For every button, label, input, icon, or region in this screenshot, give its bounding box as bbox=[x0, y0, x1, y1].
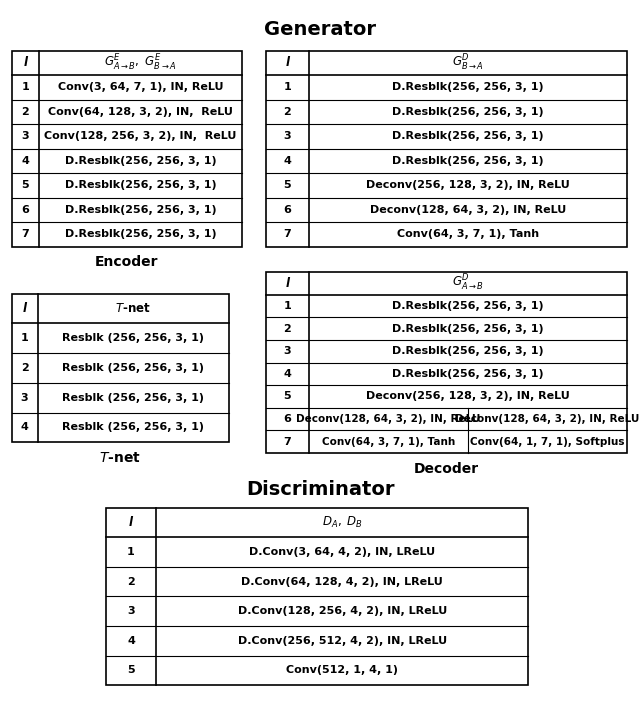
Text: Deconv(128, 64, 3, 2), IN, ReLU: Deconv(128, 64, 3, 2), IN, ReLU bbox=[370, 204, 566, 215]
Text: D.Resblk(256, 256, 3, 1): D.Resblk(256, 256, 3, 1) bbox=[65, 204, 216, 215]
Text: D.Resblk(256, 256, 3, 1): D.Resblk(256, 256, 3, 1) bbox=[392, 301, 544, 311]
Text: $G^D_{A\rightarrow B}$: $G^D_{A\rightarrow B}$ bbox=[452, 273, 484, 293]
Text: 3: 3 bbox=[127, 606, 135, 616]
Text: Resblk (256, 256, 3, 1): Resblk (256, 256, 3, 1) bbox=[62, 393, 204, 402]
Text: Conv(64, 3, 7, 1), Tanh: Conv(64, 3, 7, 1), Tanh bbox=[397, 229, 539, 239]
Text: D.Resblk(256, 256, 3, 1): D.Resblk(256, 256, 3, 1) bbox=[392, 83, 544, 93]
Text: $G^D_{B\rightarrow A}$: $G^D_{B\rightarrow A}$ bbox=[452, 53, 484, 73]
Text: 3: 3 bbox=[20, 393, 28, 402]
Text: Conv(128, 256, 3, 2), IN,  ReLU: Conv(128, 256, 3, 2), IN, ReLU bbox=[44, 131, 237, 141]
Text: 5: 5 bbox=[127, 666, 135, 675]
Text: 2: 2 bbox=[127, 576, 135, 587]
Text: D.Resblk(256, 256, 3, 1): D.Resblk(256, 256, 3, 1) bbox=[392, 346, 544, 356]
Text: 2: 2 bbox=[284, 107, 291, 117]
Text: Deconv(128, 64, 3, 2), IN, ReLU: Deconv(128, 64, 3, 2), IN, ReLU bbox=[456, 414, 640, 424]
Text: 6: 6 bbox=[21, 204, 29, 215]
Text: 1: 1 bbox=[284, 83, 291, 93]
Text: 2: 2 bbox=[284, 323, 291, 334]
Text: 4: 4 bbox=[127, 636, 135, 646]
Text: 3: 3 bbox=[22, 131, 29, 141]
Text: Conv(512, 1, 4, 1): Conv(512, 1, 4, 1) bbox=[286, 666, 398, 675]
Text: 4: 4 bbox=[284, 156, 291, 166]
Text: 5: 5 bbox=[284, 392, 291, 402]
Text: 1: 1 bbox=[20, 334, 28, 343]
Text: 7: 7 bbox=[22, 229, 29, 239]
Text: 1: 1 bbox=[127, 547, 135, 557]
Text: 2: 2 bbox=[20, 363, 28, 373]
Text: 4: 4 bbox=[284, 369, 291, 379]
Text: Decoder: Decoder bbox=[414, 462, 479, 476]
Text: Discriminator: Discriminator bbox=[246, 480, 394, 499]
Text: D.Resblk(256, 256, 3, 1): D.Resblk(256, 256, 3, 1) bbox=[65, 156, 216, 166]
Text: 3: 3 bbox=[284, 131, 291, 141]
Text: Encoder: Encoder bbox=[95, 255, 159, 269]
Text: D.Resblk(256, 256, 3, 1): D.Resblk(256, 256, 3, 1) bbox=[392, 107, 544, 117]
Text: 7: 7 bbox=[284, 436, 291, 447]
Text: D.Conv(3, 64, 4, 2), IN, LReLU: D.Conv(3, 64, 4, 2), IN, LReLU bbox=[249, 547, 435, 557]
Text: Conv(64, 128, 3, 2), IN,  ReLU: Conv(64, 128, 3, 2), IN, ReLU bbox=[48, 107, 233, 117]
Text: $T$-net: $T$-net bbox=[115, 302, 151, 315]
Text: 2: 2 bbox=[22, 107, 29, 117]
Text: D.Resblk(256, 256, 3, 1): D.Resblk(256, 256, 3, 1) bbox=[65, 181, 216, 191]
Text: 4: 4 bbox=[21, 156, 29, 166]
Text: D.Resblk(256, 256, 3, 1): D.Resblk(256, 256, 3, 1) bbox=[392, 156, 544, 166]
Text: Deconv(256, 128, 3, 2), IN, ReLU: Deconv(256, 128, 3, 2), IN, ReLU bbox=[366, 181, 570, 191]
Text: Generator: Generator bbox=[264, 20, 376, 39]
Text: D.Resblk(256, 256, 3, 1): D.Resblk(256, 256, 3, 1) bbox=[65, 229, 216, 239]
Text: Resblk (256, 256, 3, 1): Resblk (256, 256, 3, 1) bbox=[62, 423, 204, 432]
Text: Resblk (256, 256, 3, 1): Resblk (256, 256, 3, 1) bbox=[62, 363, 204, 373]
Text: $D_A,\ D_B$: $D_A,\ D_B$ bbox=[322, 515, 363, 530]
Text: $T$-net: $T$-net bbox=[99, 451, 141, 465]
Text: 1: 1 bbox=[284, 301, 291, 311]
Text: l: l bbox=[22, 302, 27, 315]
Text: 4: 4 bbox=[20, 423, 29, 432]
Text: D.Conv(128, 256, 4, 2), IN, LReLU: D.Conv(128, 256, 4, 2), IN, LReLU bbox=[237, 606, 447, 616]
Text: l: l bbox=[129, 515, 133, 529]
Text: 5: 5 bbox=[284, 181, 291, 191]
Text: D.Resblk(256, 256, 3, 1): D.Resblk(256, 256, 3, 1) bbox=[392, 369, 544, 379]
Text: l: l bbox=[23, 57, 28, 70]
Text: 6: 6 bbox=[284, 204, 291, 215]
Text: Deconv(128, 64, 3, 2), IN, ReLU: Deconv(128, 64, 3, 2), IN, ReLU bbox=[296, 414, 481, 424]
Text: 3: 3 bbox=[284, 346, 291, 356]
Text: Deconv(256, 128, 3, 2), IN, ReLU: Deconv(256, 128, 3, 2), IN, ReLU bbox=[366, 392, 570, 402]
Text: D.Conv(256, 512, 4, 2), IN, LReLU: D.Conv(256, 512, 4, 2), IN, LReLU bbox=[237, 636, 447, 646]
Text: Conv(64, 1, 7, 1), Softplus: Conv(64, 1, 7, 1), Softplus bbox=[470, 436, 625, 447]
Text: 7: 7 bbox=[284, 229, 291, 239]
Text: l: l bbox=[285, 57, 289, 70]
Text: D.Resblk(256, 256, 3, 1): D.Resblk(256, 256, 3, 1) bbox=[392, 131, 544, 141]
Text: D.Conv(64, 128, 4, 2), IN, LReLU: D.Conv(64, 128, 4, 2), IN, LReLU bbox=[241, 576, 443, 587]
Text: 1: 1 bbox=[22, 83, 29, 93]
Text: Conv(64, 3, 7, 1), Tanh: Conv(64, 3, 7, 1), Tanh bbox=[322, 436, 455, 447]
Text: Resblk (256, 256, 3, 1): Resblk (256, 256, 3, 1) bbox=[62, 334, 204, 343]
Text: Conv(3, 64, 7, 1), IN, ReLU: Conv(3, 64, 7, 1), IN, ReLU bbox=[58, 83, 223, 93]
Text: $G^E_{A\rightarrow B},\ G^E_{B\rightarrow A}$: $G^E_{A\rightarrow B},\ G^E_{B\rightarro… bbox=[104, 53, 177, 73]
Text: D.Resblk(256, 256, 3, 1): D.Resblk(256, 256, 3, 1) bbox=[392, 323, 544, 334]
Text: l: l bbox=[285, 277, 289, 290]
Text: 5: 5 bbox=[22, 181, 29, 191]
Text: 6: 6 bbox=[284, 414, 291, 424]
